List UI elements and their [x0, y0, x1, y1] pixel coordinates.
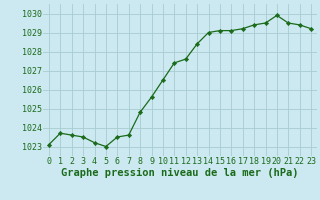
X-axis label: Graphe pression niveau de la mer (hPa): Graphe pression niveau de la mer (hPa)	[61, 168, 299, 178]
